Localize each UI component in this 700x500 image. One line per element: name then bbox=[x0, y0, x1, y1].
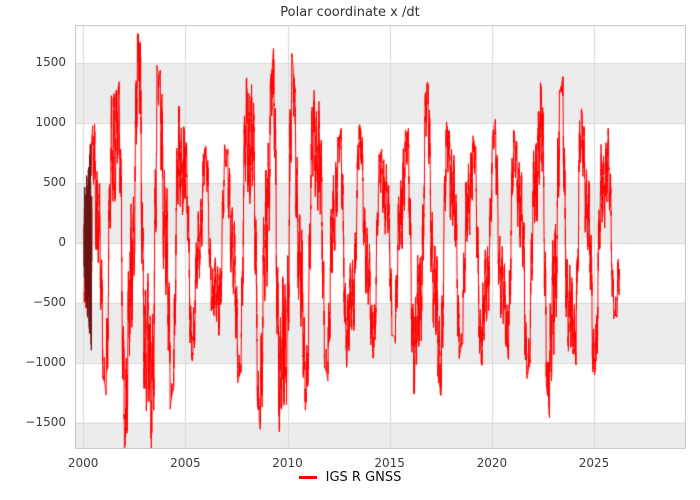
y-tick-label: 1500 bbox=[35, 55, 66, 70]
chart-title: Polar coordinate x /dt bbox=[280, 5, 420, 20]
legend-line-marker bbox=[298, 476, 317, 479]
plot-canvas bbox=[75, 25, 686, 449]
y-tick-label: −1000 bbox=[25, 354, 66, 369]
x-tick-label: 2005 bbox=[170, 456, 201, 470]
x-tick-label: 2015 bbox=[374, 456, 405, 470]
legend: IGS R GNSS bbox=[0, 470, 700, 485]
y-tick-label: 0 bbox=[58, 234, 66, 249]
y-tick-label: −500 bbox=[33, 294, 66, 309]
legend-label: IGS R GNSS bbox=[325, 470, 402, 485]
y-tick-label: −1500 bbox=[25, 414, 66, 429]
y-tick-label: 1000 bbox=[35, 115, 66, 130]
x-tick-label: 2000 bbox=[67, 456, 99, 470]
y-tick-label: 500 bbox=[43, 175, 66, 190]
x-tick-label: 2020 bbox=[476, 456, 508, 470]
x-tick-label: 2025 bbox=[578, 456, 610, 470]
x-tick-label: 2010 bbox=[272, 456, 303, 470]
